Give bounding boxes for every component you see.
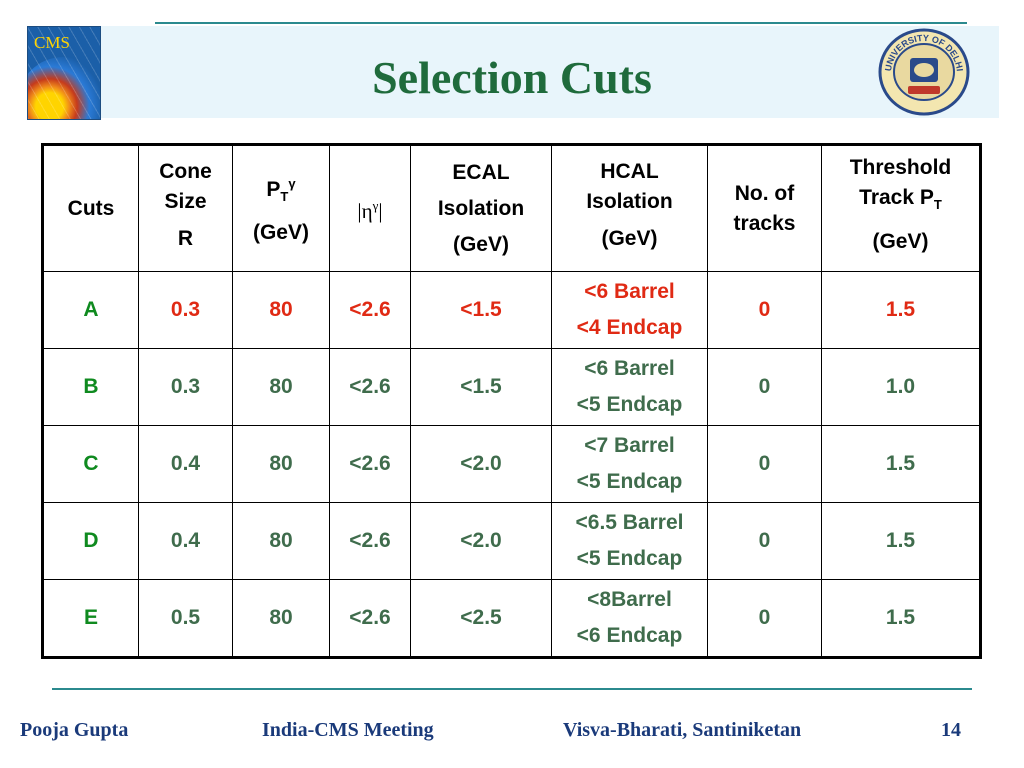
ecal-cell: <2.5 bbox=[410, 579, 552, 658]
cut-label: E bbox=[42, 579, 139, 658]
header-number-of-tracks: No. of tracks bbox=[707, 144, 822, 272]
cut-label: C bbox=[42, 425, 139, 503]
eta-cell: <2.6 bbox=[329, 271, 411, 349]
threshold-cell: 1.0 bbox=[821, 348, 981, 426]
tracks-cell: 0 bbox=[707, 579, 822, 658]
pt-cell: 80 bbox=[232, 502, 330, 580]
eta-cell: <2.6 bbox=[329, 579, 411, 658]
hcal-barrel: <8Barrel bbox=[587, 588, 672, 611]
hcal-cell: <6 Barrel <4 Endcap bbox=[551, 271, 708, 349]
table-row: A 0.3 80 <2.6 <1.5 <6 Barrel <4 Endcap 0… bbox=[42, 271, 981, 349]
tracks-cell: 0 bbox=[707, 348, 822, 426]
pt-cell: 80 bbox=[232, 425, 330, 503]
hcal-barrel: <7 Barrel bbox=[584, 434, 675, 457]
cone-size-cell: 0.3 bbox=[138, 348, 233, 426]
threshold-cell: 1.5 bbox=[821, 425, 981, 503]
cms-logo: CMS bbox=[27, 26, 101, 120]
cms-event-burst bbox=[28, 57, 100, 119]
cms-track-lines bbox=[28, 27, 100, 119]
eta-cell: <2.6 bbox=[329, 348, 411, 426]
top-rule bbox=[155, 22, 967, 24]
tracks-cell: 0 bbox=[707, 425, 822, 503]
eta-cell: <2.6 bbox=[329, 502, 411, 580]
cone-size-cell: 0.4 bbox=[138, 502, 233, 580]
ecal-cell: <2.0 bbox=[410, 425, 552, 503]
pt-cell: 80 bbox=[232, 348, 330, 426]
header-cone-size: Cone Size R bbox=[138, 144, 233, 272]
ecal-cell: <1.5 bbox=[410, 271, 552, 349]
header-row: Cuts Cone Size R PTγ (GeV) |ηγ| ECAL Iso… bbox=[42, 144, 981, 272]
header-pt-gamma: PTγ (GeV) bbox=[232, 144, 330, 272]
selection-cuts-table: Cuts Cone Size R PTγ (GeV) |ηγ| ECAL Iso… bbox=[41, 143, 982, 659]
threshold-cell: 1.5 bbox=[821, 271, 981, 349]
table-row: C 0.4 80 <2.6 <2.0 <7 Barrel <5 Endcap 0… bbox=[42, 425, 981, 503]
hcal-cell: <6 Barrel <5 Endcap bbox=[551, 348, 708, 426]
table-row: D 0.4 80 <2.6 <2.0 <6.5 Barrel <5 Endcap… bbox=[42, 502, 981, 580]
header-eta-gamma: |ηγ| bbox=[329, 144, 411, 272]
hcal-endcap: <5 Endcap bbox=[576, 470, 683, 493]
hcal-endcap: <5 Endcap bbox=[576, 547, 683, 570]
ecal-cell: <1.5 bbox=[410, 348, 552, 426]
hcal-cell: <7 Barrel <5 Endcap bbox=[551, 425, 708, 503]
title-band bbox=[27, 26, 999, 118]
tracks-cell: 0 bbox=[707, 271, 822, 349]
cms-logo-text: CMS bbox=[34, 33, 70, 52]
threshold-cell: 1.5 bbox=[821, 579, 981, 658]
cone-size-cell: 0.4 bbox=[138, 425, 233, 503]
header-ecal-isolation: ECAL Isolation (GeV) bbox=[410, 144, 552, 272]
page-title: Selection Cuts bbox=[372, 52, 652, 103]
header-cuts: Cuts bbox=[42, 144, 139, 272]
ecal-cell: <2.0 bbox=[410, 502, 552, 580]
hcal-endcap: <4 Endcap bbox=[576, 316, 683, 339]
threshold-cell: 1.5 bbox=[821, 502, 981, 580]
cone-size-cell: 0.5 bbox=[138, 579, 233, 658]
bottom-rule bbox=[52, 688, 972, 690]
hcal-barrel: <6 Barrel bbox=[584, 280, 675, 303]
footer-page-number: 14 bbox=[941, 719, 961, 741]
footer-event: India-CMS Meeting bbox=[262, 719, 434, 741]
cone-size-cell: 0.3 bbox=[138, 271, 233, 349]
footer-venue: Visva-Bharati, Santiniketan bbox=[563, 719, 802, 741]
hcal-barrel: <6.5 Barrel bbox=[575, 511, 684, 534]
table-row: E 0.5 80 <2.6 <2.5 <8Barrel <6 Endcap 0 … bbox=[42, 579, 981, 658]
hcal-endcap: <5 Endcap bbox=[576, 393, 683, 416]
header-threshold-track-pt: Threshold Track PT (GeV) bbox=[821, 144, 981, 272]
cut-label: D bbox=[42, 502, 139, 580]
hcal-cell: <8Barrel <6 Endcap bbox=[551, 579, 708, 658]
cut-label: A bbox=[42, 271, 139, 349]
university-of-delhi-seal: UNIVERSITY OF DELHI bbox=[878, 28, 970, 116]
eta-cell: <2.6 bbox=[329, 425, 411, 503]
hcal-endcap: <6 Endcap bbox=[576, 624, 683, 647]
table-row: B 0.3 80 <2.6 <1.5 <6 Barrel <5 Endcap 0… bbox=[42, 348, 981, 426]
pt-cell: 80 bbox=[232, 271, 330, 349]
header-hcal-isolation: HCAL Isolation (GeV) bbox=[551, 144, 708, 272]
hcal-cell: <6.5 Barrel <5 Endcap bbox=[551, 502, 708, 580]
cut-label: B bbox=[42, 348, 139, 426]
footer-author: Pooja Gupta bbox=[20, 719, 129, 741]
tracks-cell: 0 bbox=[707, 502, 822, 580]
pt-cell: 80 bbox=[232, 579, 330, 658]
hcal-barrel: <6 Barrel bbox=[584, 357, 675, 380]
